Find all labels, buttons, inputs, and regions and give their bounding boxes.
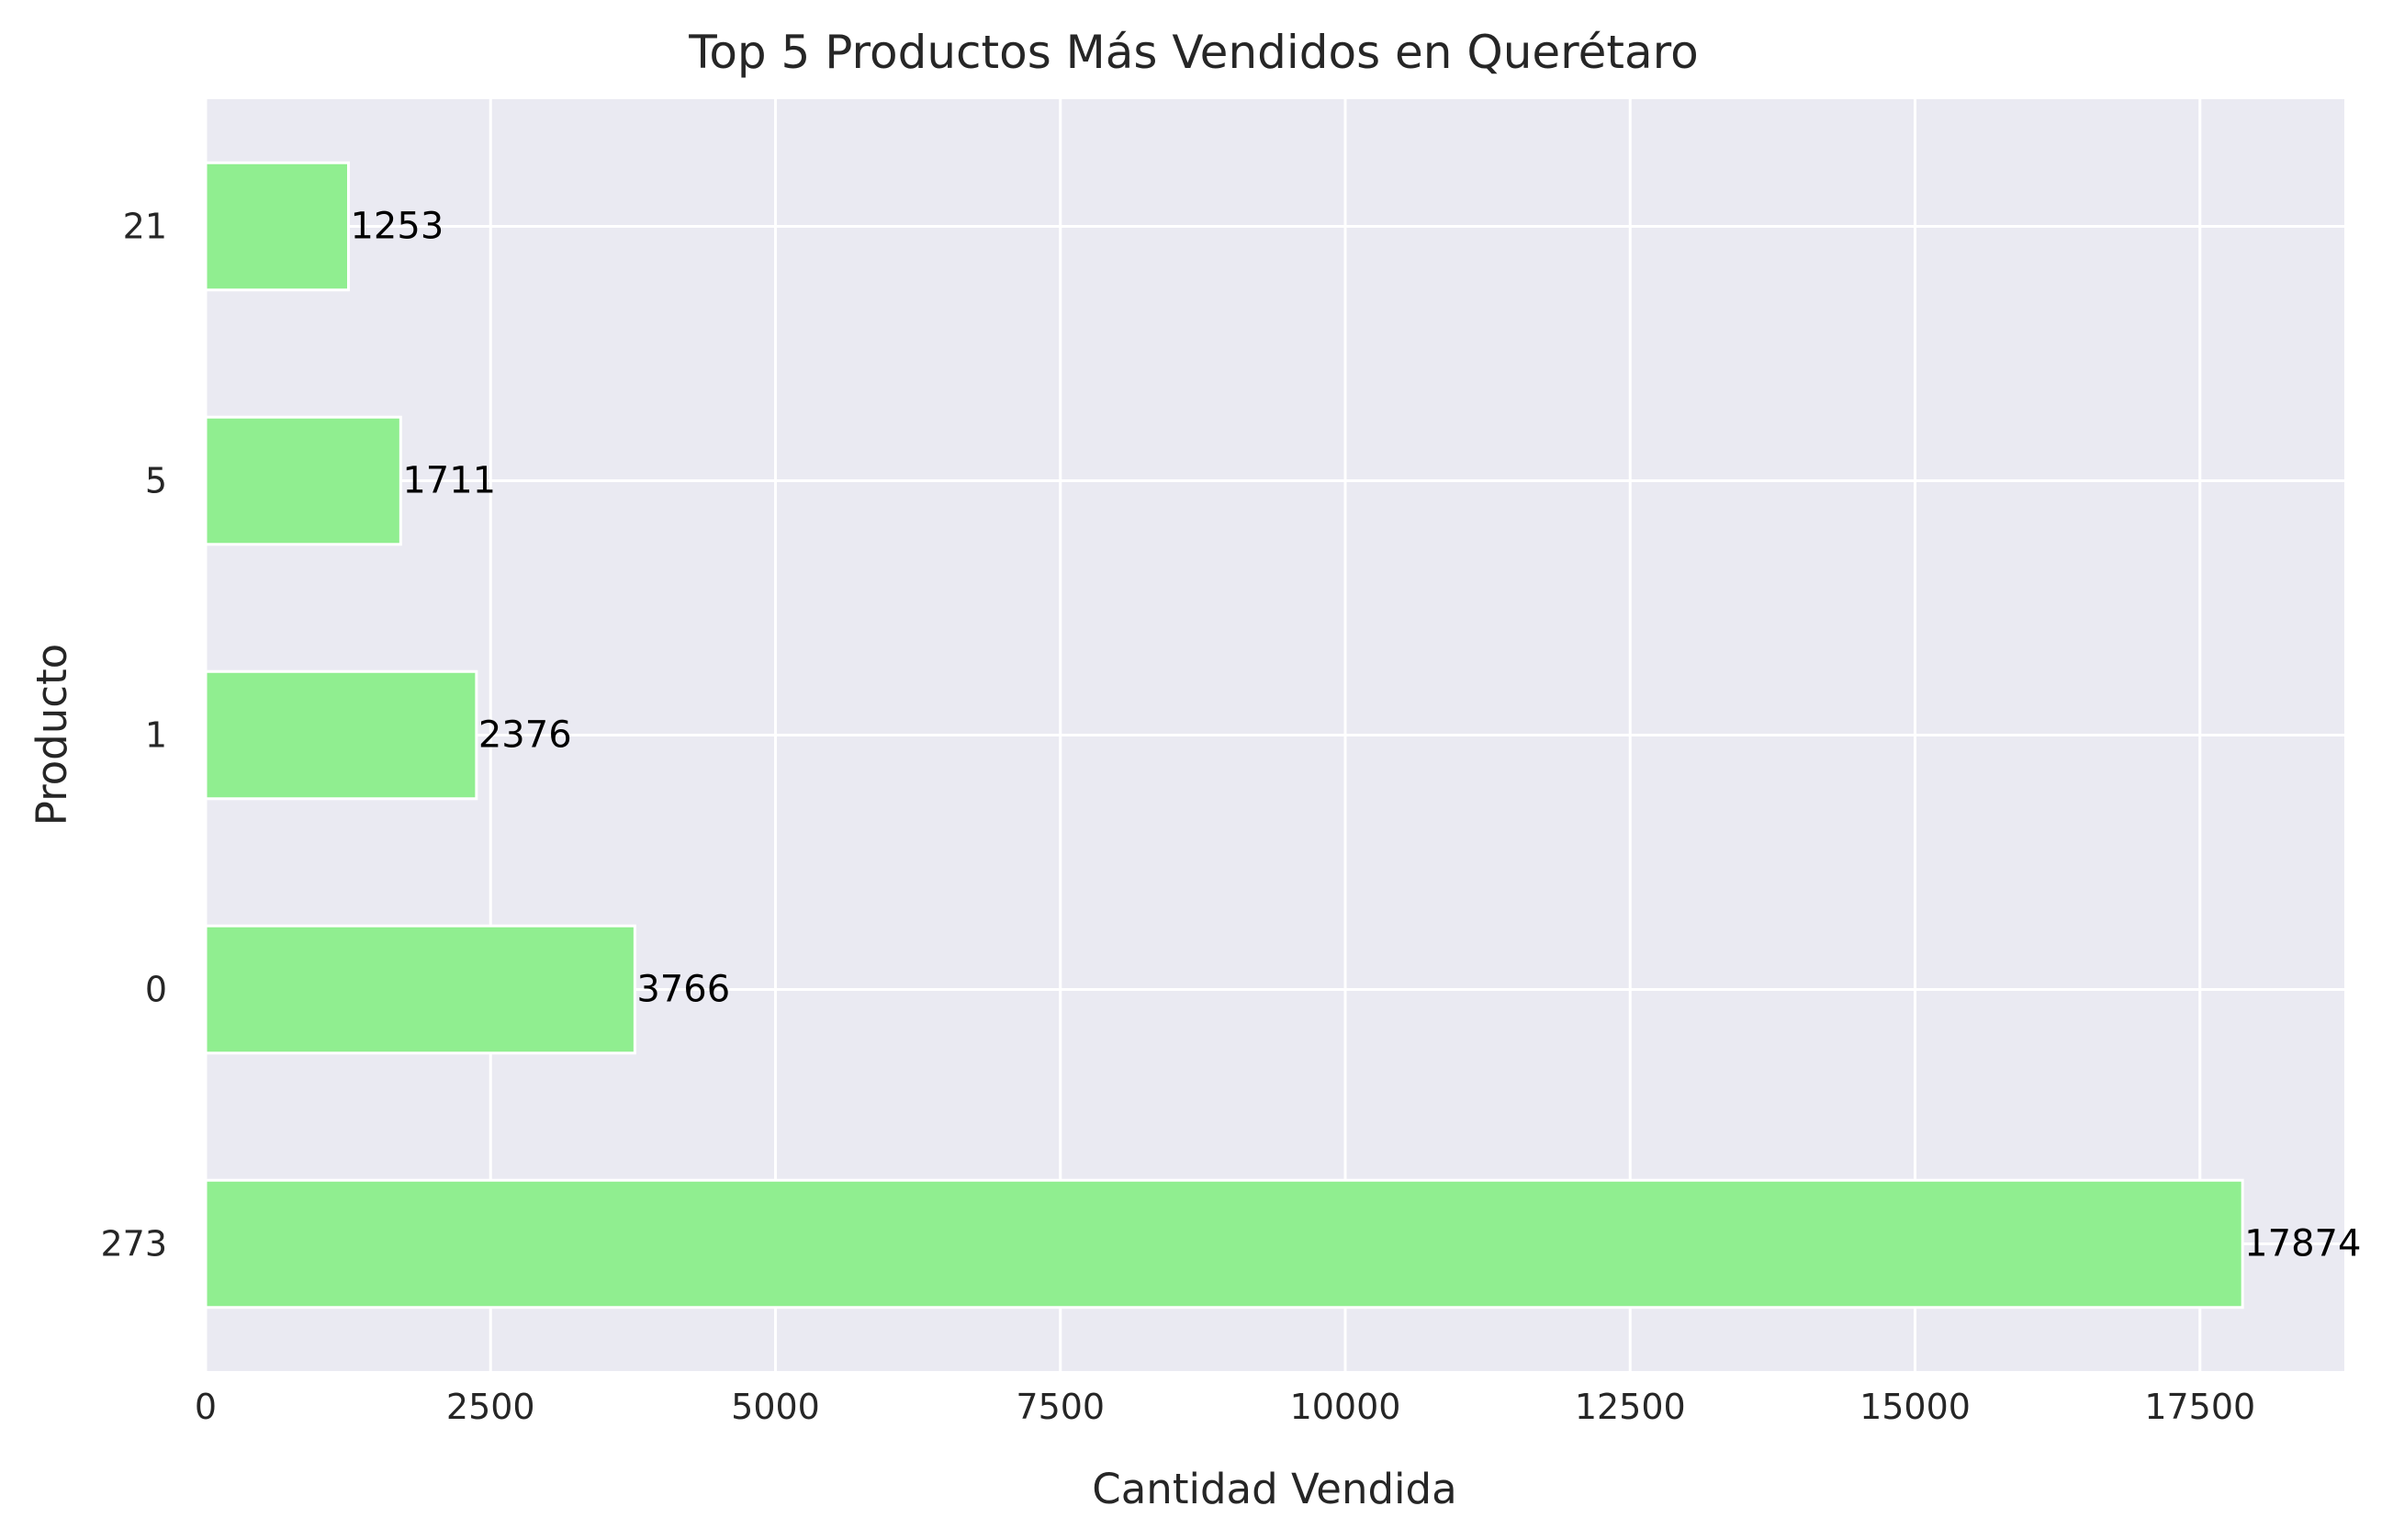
y-tick-label: 5 <box>145 461 167 501</box>
x-tick-label: 12500 <box>1575 1387 1686 1427</box>
x-tick-label: 5000 <box>731 1387 820 1427</box>
x-tick-labels: 0 2500 5000 7500 10000 12500 15000 17500 <box>195 1387 2255 1427</box>
y-tick-label: 0 <box>145 970 167 1010</box>
x-tick-label: 2500 <box>446 1387 535 1427</box>
x-tick-label: 10000 <box>1290 1387 1401 1427</box>
data-labels-group: 17874 3766 2376 1711 1253 <box>350 206 2361 1265</box>
y-tick-label: 21 <box>123 207 167 247</box>
data-label-273: 17874 <box>2244 1223 2361 1265</box>
bar-273 <box>204 1178 2244 1310</box>
x-tick-label: 7500 <box>1016 1387 1105 1427</box>
x-axis-label: Cantidad Vendida <box>1092 1465 1456 1513</box>
data-label-5: 1711 <box>402 460 496 502</box>
x-tick-label: 0 <box>195 1387 217 1427</box>
chart-title: Top 5 Productos Más Vendidos en Querétar… <box>688 26 1698 79</box>
data-label-21: 1253 <box>350 206 444 248</box>
x-tick-label: 17500 <box>2144 1387 2255 1427</box>
bar-21 <box>204 161 350 292</box>
y-tick-label: 1 <box>145 715 167 756</box>
y-tick-label: 273 <box>100 1224 167 1265</box>
bars-group <box>204 161 2244 1310</box>
y-tick-labels: 273 0 1 5 21 <box>100 207 167 1265</box>
x-tick-label: 15000 <box>1859 1387 1971 1427</box>
y-axis-label: Producto <box>28 644 76 826</box>
bar-5 <box>204 415 402 546</box>
data-label-1: 2376 <box>478 714 572 757</box>
data-label-0: 3766 <box>636 969 730 1011</box>
bar-1 <box>204 669 478 801</box>
bar-0 <box>204 924 636 1055</box>
